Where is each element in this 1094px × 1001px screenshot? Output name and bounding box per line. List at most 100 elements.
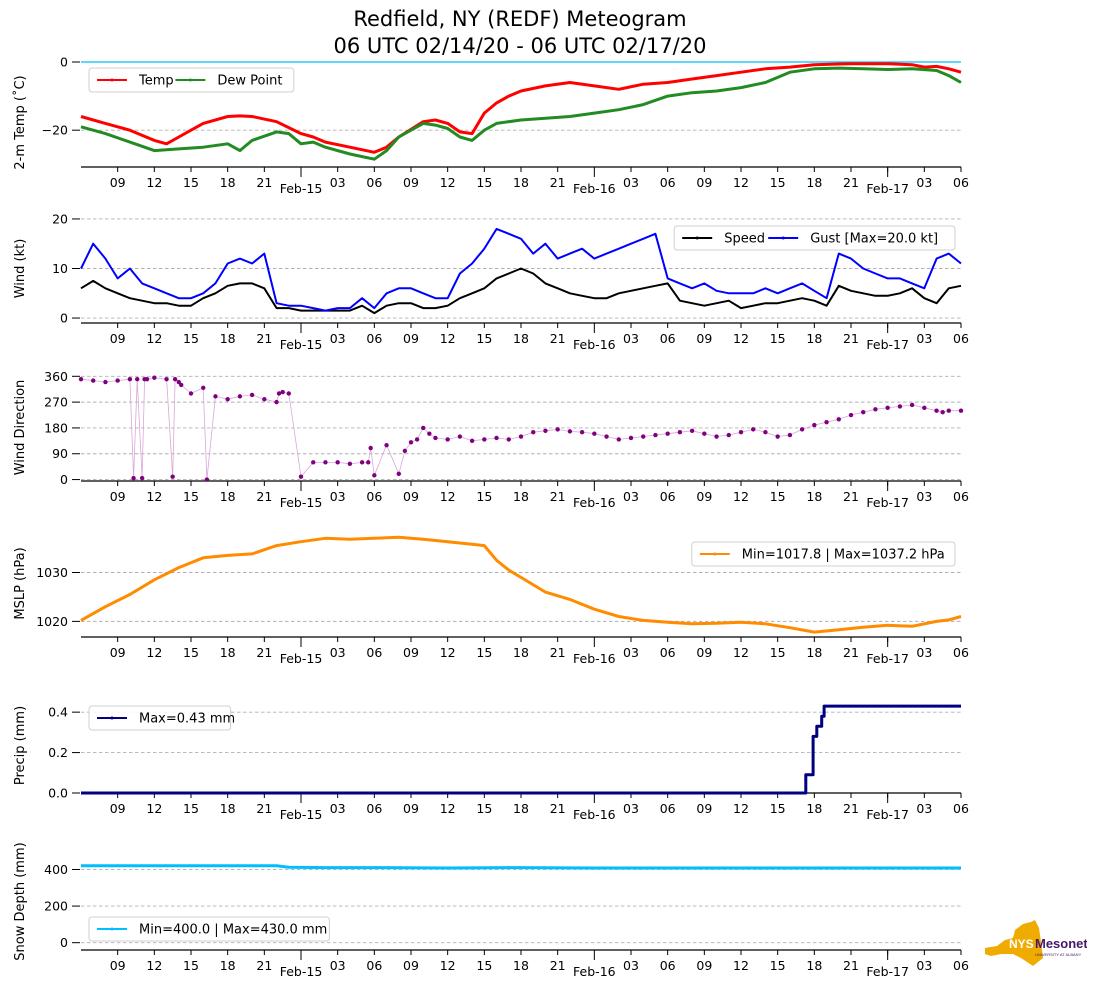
- y-axis-label: Wind Direction: [13, 380, 28, 476]
- chart-title: Redfield, NY (REDF) Meteogram 06 UTC 02/…: [0, 6, 1040, 60]
- y-tick-label: 180: [44, 420, 68, 435]
- y-axis-label: Wind (kt): [13, 239, 28, 299]
- x-major-tick-label: Feb-17: [866, 495, 909, 510]
- data-point: [115, 378, 120, 383]
- series-line-wdir: [80, 377, 961, 480]
- x-tick-label: 18: [220, 489, 236, 504]
- legend-marker: [110, 78, 114, 82]
- x-tick-label: 18: [806, 645, 822, 660]
- data-point: [922, 405, 927, 411]
- series-line-temp-1: [80, 66, 962, 161]
- data-point: [494, 435, 499, 441]
- data-point: [836, 417, 841, 422]
- x-tick-label: 18: [513, 331, 529, 346]
- data-point: [940, 409, 945, 415]
- x-tick-label: 21: [256, 331, 272, 346]
- data-point: [396, 471, 401, 477]
- x-tick-label: 12: [440, 489, 456, 504]
- data-point: [237, 394, 243, 399]
- data-point: [689, 428, 695, 433]
- data-point: [445, 437, 450, 442]
- y-tick-label: 1020: [36, 614, 68, 629]
- x-tick-label: 03: [916, 175, 932, 190]
- data-point: [714, 434, 719, 439]
- x-tick-label: 21: [550, 175, 566, 190]
- x-tick-label: 12: [733, 801, 749, 816]
- data-point: [518, 434, 524, 439]
- data-point: [127, 376, 133, 382]
- y-tick-label: 360: [44, 369, 68, 384]
- series-line-snow-0: [81, 864, 961, 870]
- data-point: [213, 394, 218, 399]
- x-tick-label: 18: [806, 331, 822, 346]
- data-point: [628, 435, 634, 441]
- data-point: [958, 408, 964, 413]
- legend: Min=400.0 | Max=430.0 mm: [88, 916, 330, 942]
- x-tick-label: 15: [476, 331, 492, 346]
- data-point: [427, 431, 432, 436]
- x-tick-label: 12: [146, 175, 162, 190]
- x-tick-label: 03: [330, 958, 346, 973]
- x-tick-label: 15: [476, 958, 492, 973]
- data-point: [408, 440, 414, 445]
- x-tick-label: 03: [916, 645, 932, 660]
- data-point: [592, 431, 597, 436]
- y-tick-label: 0: [60, 55, 68, 70]
- x-major-tick-label: Feb-15: [280, 337, 323, 352]
- legend: Min=1017.8 | Max=1037.2 hPa: [691, 541, 956, 567]
- legend-marker: [188, 78, 192, 82]
- x-tick-label: 18: [220, 801, 236, 816]
- data-point: [262, 397, 267, 402]
- logo-sub-text: UNIVERSITY AT ALBANY: [1035, 952, 1082, 957]
- x-tick-label: 03: [916, 958, 932, 973]
- data-point: [368, 445, 373, 451]
- data-point: [176, 379, 181, 385]
- x-major-tick-label: Feb-17: [866, 807, 909, 822]
- data-point: [170, 474, 175, 479]
- x-major-tick-label: Feb-16: [573, 337, 616, 352]
- x-tick-label: 03: [623, 489, 639, 504]
- y-tick-label: 0.2: [48, 745, 68, 760]
- data-point: [347, 461, 353, 466]
- x-tick-label: 09: [110, 175, 126, 190]
- x-tick-label: 18: [806, 489, 822, 504]
- y-tick-label: 0.4: [48, 705, 68, 720]
- y-tick-label: −20: [42, 123, 68, 138]
- x-tick-label: 06: [660, 331, 676, 346]
- data-point: [653, 432, 658, 438]
- x-tick-label: 15: [770, 958, 786, 973]
- x-major-tick-label: Feb-16: [573, 807, 616, 822]
- data-point: [414, 437, 420, 442]
- x-tick-label: 21: [843, 645, 859, 660]
- x-tick-label: 18: [806, 958, 822, 973]
- x-tick-label: 21: [843, 489, 859, 504]
- data-point: [763, 430, 768, 435]
- x-tick-label: 09: [696, 801, 712, 816]
- data-point: [433, 435, 438, 441]
- data-point: [738, 430, 744, 435]
- x-tick-label: 15: [770, 645, 786, 660]
- x-tick-label: 21: [843, 331, 859, 346]
- x-tick-label: 15: [183, 958, 199, 973]
- x-major-tick-label: Feb-17: [866, 337, 909, 352]
- series-line-wind-1: [80, 227, 962, 312]
- x-tick-label: 12: [440, 958, 456, 973]
- data-point: [274, 399, 279, 405]
- data-point: [139, 475, 145, 481]
- panel-precip: 0.0 0.2 0.4 Precip (mm) 09 12 15 18 21 03 06 09 12 15…: [13, 704, 969, 822]
- x-tick-label: 06: [660, 801, 676, 816]
- data-point: [135, 376, 140, 382]
- x-tick-label: 06: [660, 645, 676, 660]
- x-tick-label: 21: [256, 175, 272, 190]
- x-tick-label: 15: [770, 331, 786, 346]
- x-tick-label: 15: [183, 801, 199, 816]
- x-major-tick-label: Feb-17: [866, 964, 909, 979]
- x-tick-label: 06: [953, 175, 969, 190]
- legend-label: Temp: [138, 74, 174, 89]
- x-tick-label: 12: [146, 489, 162, 504]
- x-tick-label: 12: [146, 801, 162, 816]
- x-tick-label: 18: [220, 175, 236, 190]
- nys-mesonet-logo: NYS Mesonet UNIVERSITY AT ALBANY: [985, 920, 1087, 966]
- x-tick-label: 18: [806, 175, 822, 190]
- x-tick-label: 06: [366, 645, 382, 660]
